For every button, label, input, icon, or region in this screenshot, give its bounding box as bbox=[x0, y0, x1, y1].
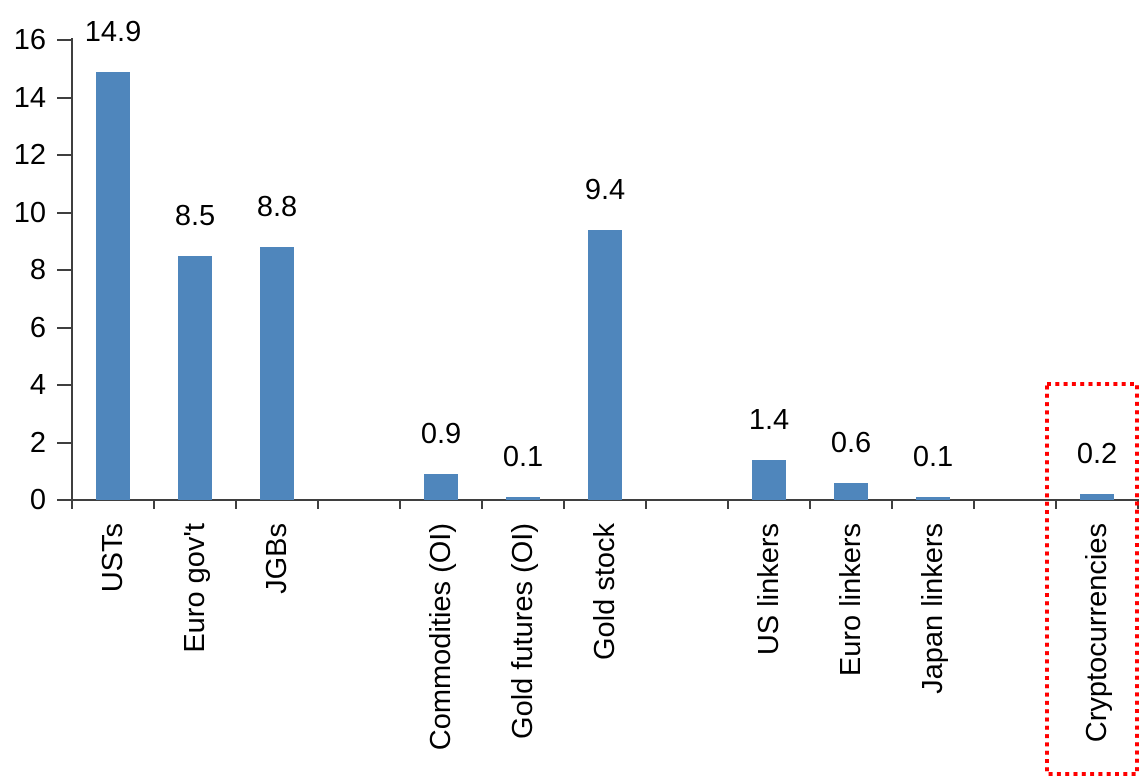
y-tick-label: 8 bbox=[29, 254, 46, 286]
value-label-commodities-oi: 0.9 bbox=[420, 418, 462, 451]
bar-gold-stock bbox=[588, 229, 622, 500]
category-label-gold-futures-oi: Gold futures (OI) bbox=[507, 523, 539, 739]
bar-japan-linkers bbox=[916, 497, 950, 500]
x-tick bbox=[891, 499, 893, 509]
y-axis-line bbox=[71, 38, 73, 509]
value-label-cryptocurrencies: 0.2 bbox=[1076, 438, 1118, 471]
category-label-euro-linkers: Euro linkers bbox=[835, 523, 867, 677]
value-label-usts: 14.9 bbox=[84, 15, 142, 48]
y-tick-label: 16 bbox=[13, 24, 46, 56]
x-tick bbox=[1055, 499, 1057, 509]
x-tick bbox=[481, 499, 483, 509]
bar-jgbs bbox=[260, 247, 294, 500]
x-tick bbox=[973, 499, 975, 509]
x-tick bbox=[727, 499, 729, 509]
y-tick-label: 12 bbox=[13, 139, 46, 171]
x-tick bbox=[645, 499, 647, 509]
value-label-euro-gov-t: 8.5 bbox=[174, 199, 216, 232]
highlight-box-border bbox=[1045, 382, 1139, 776]
x-tick bbox=[399, 499, 401, 509]
category-label-jgbs: JGBs bbox=[261, 523, 293, 594]
x-tick bbox=[235, 499, 237, 509]
bar-euro-linkers bbox=[834, 482, 868, 500]
bar-commodities-oi bbox=[424, 474, 458, 500]
y-tick-label: 2 bbox=[29, 426, 46, 459]
x-tick bbox=[809, 499, 811, 509]
x-axis-line bbox=[71, 499, 1139, 501]
y-tick-label: 4 bbox=[29, 369, 46, 401]
y-tick bbox=[57, 499, 72, 501]
category-label-gold-stock: Gold stock bbox=[589, 523, 621, 660]
value-label-japan-linkers: 0.1 bbox=[912, 441, 954, 474]
y-tick bbox=[57, 441, 72, 444]
y-tick bbox=[57, 39, 72, 41]
y-tick bbox=[57, 211, 72, 214]
y-tick bbox=[57, 384, 72, 386]
y-tick-label: 6 bbox=[29, 311, 46, 344]
y-tick-label: 10 bbox=[13, 196, 46, 229]
category-label-commodities-oi: Commodities (OI) bbox=[425, 523, 457, 751]
highlight-box bbox=[1045, 382, 1139, 776]
y-tick-label: 14 bbox=[13, 81, 46, 114]
bar-euro-gov-t bbox=[178, 255, 212, 500]
category-label-euro-gov-t: Euro gov't bbox=[179, 523, 211, 653]
x-tick bbox=[153, 499, 155, 509]
y-tick bbox=[57, 154, 72, 156]
value-label-gold-stock: 9.4 bbox=[584, 173, 626, 206]
y-tick bbox=[57, 96, 72, 99]
y-tick bbox=[57, 269, 72, 271]
category-label-japan-linkers: Japan linkers bbox=[917, 523, 949, 694]
bar-usts bbox=[96, 71, 130, 500]
bar-gold-futures-oi bbox=[506, 497, 540, 500]
value-label-jgbs: 8.8 bbox=[256, 191, 298, 223]
x-tick bbox=[317, 499, 319, 509]
value-label-euro-linkers: 0.6 bbox=[830, 426, 872, 459]
category-label-usts: USTs bbox=[97, 523, 129, 593]
x-tick bbox=[563, 499, 565, 509]
y-tick bbox=[57, 326, 72, 329]
bar-us-linkers bbox=[752, 459, 786, 500]
y-tick-label: 0 bbox=[29, 484, 46, 516]
category-label-us-linkers: US linkers bbox=[753, 523, 785, 656]
value-label-us-linkers: 1.4 bbox=[748, 403, 790, 436]
bar-cryptocurrencies bbox=[1080, 494, 1114, 500]
value-label-gold-futures-oi: 0.1 bbox=[502, 441, 544, 474]
